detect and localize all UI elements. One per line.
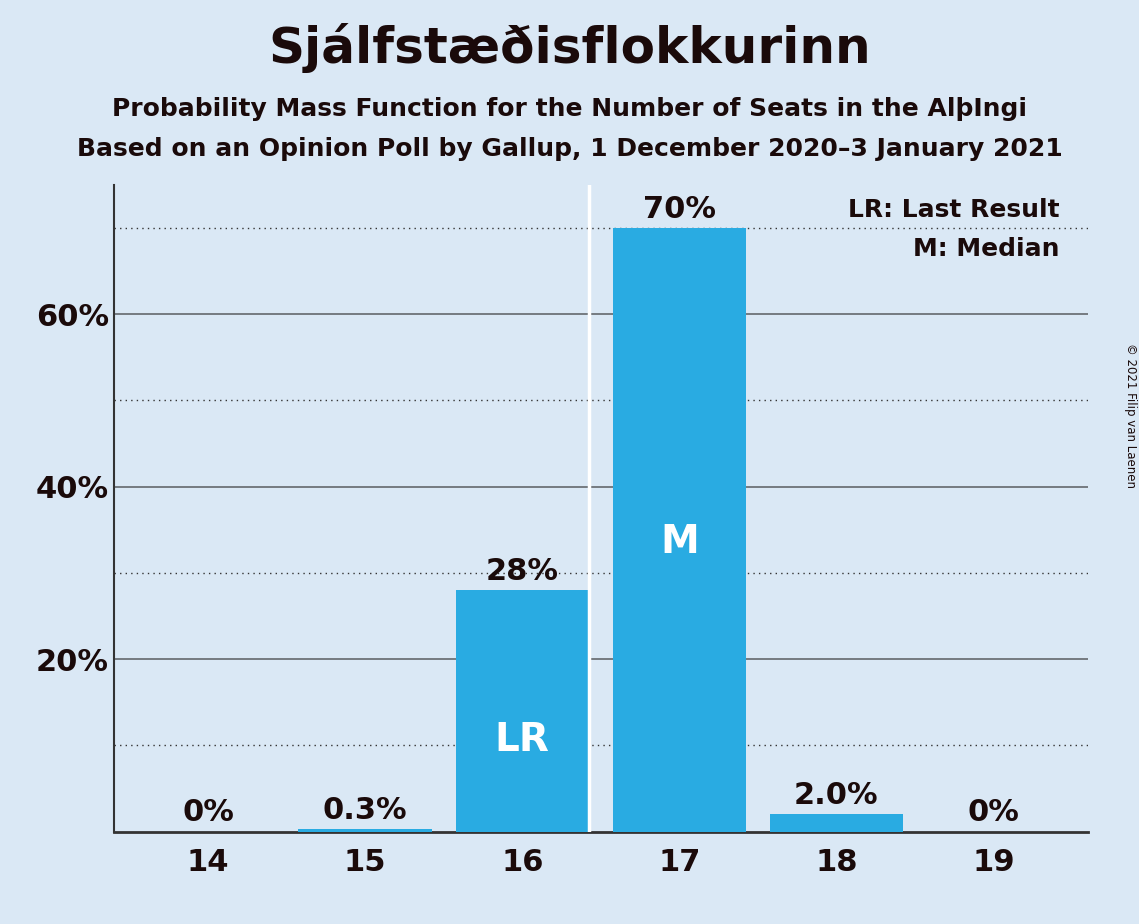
Text: 0%: 0%: [967, 798, 1019, 827]
Text: 70%: 70%: [642, 195, 715, 224]
Text: Sjálfstæðisflokkurinn: Sjálfstæðisflokkurinn: [268, 23, 871, 73]
Text: 0.3%: 0.3%: [322, 796, 408, 825]
Text: M: M: [659, 523, 698, 561]
Text: 0%: 0%: [182, 798, 235, 827]
Text: M: Median: M: Median: [913, 237, 1059, 261]
Text: LR: Last Result: LR: Last Result: [847, 198, 1059, 222]
Bar: [456, 590, 589, 832]
Text: Based on an Opinion Poll by Gallup, 1 December 2020–3 January 2021: Based on an Opinion Poll by Gallup, 1 De…: [76, 137, 1063, 161]
Bar: [298, 829, 432, 832]
Bar: [770, 814, 903, 832]
Text: © 2021 Filip van Laenen: © 2021 Filip van Laenen: [1124, 344, 1137, 488]
Text: 2.0%: 2.0%: [794, 781, 879, 810]
Text: LR: LR: [494, 721, 550, 759]
Text: 28%: 28%: [486, 557, 559, 586]
Text: Probability Mass Function for the Number of Seats in the AlþIngi: Probability Mass Function for the Number…: [112, 97, 1027, 121]
Bar: [613, 228, 746, 832]
